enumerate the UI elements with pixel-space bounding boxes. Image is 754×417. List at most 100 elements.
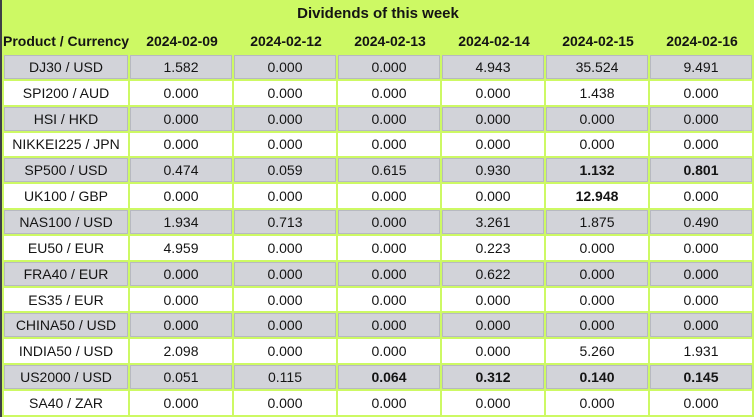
value-cell: 0.000: [650, 313, 754, 340]
value-cell: 1.875: [546, 210, 650, 236]
product-cell: SP500 / USD: [2, 158, 130, 185]
value-cell: 0.615: [338, 158, 442, 185]
value-cell: 5.260: [546, 339, 650, 366]
value-cell: 0.000: [650, 390, 754, 417]
product-cell: NAS100 / USD: [2, 210, 130, 236]
product-cell: CHINA50 / USD: [2, 313, 130, 340]
table-title-row: Dividends of this week: [2, 0, 754, 27]
value-cell: 1.934: [130, 210, 234, 236]
value-cell: 1.931: [650, 339, 754, 366]
value-cell: 0.000: [130, 390, 234, 417]
value-cell: 0.000: [130, 261, 234, 288]
value-cell: 0.051: [130, 365, 234, 391]
value-cell: 0.000: [650, 287, 754, 314]
value-cell: 0.474: [130, 158, 234, 185]
column-header-date: 2024-02-09: [130, 27, 234, 55]
value-cell: 0.000: [338, 287, 442, 314]
value-cell: 0.059: [234, 158, 338, 185]
column-header-product: Product / Currency: [2, 27, 130, 55]
value-cell: 0.000: [338, 313, 442, 340]
value-cell: 0.000: [338, 390, 442, 417]
value-cell: 9.491: [650, 55, 754, 81]
value-cell: 0.223: [442, 235, 546, 262]
value-cell: 0.000: [338, 132, 442, 159]
product-cell: NIKKEI225 / JPN: [2, 132, 130, 159]
value-cell: 0.000: [442, 132, 546, 159]
product-cell: US2000 / USD: [2, 365, 130, 391]
value-cell: 0.000: [650, 261, 754, 288]
table-body: DJ30 / USD 1.582 0.000 0.000 4.943 35.524 9.49…: [2, 55, 754, 417]
table-row: DJ30 / USD 1.582 0.000 0.000 4.943 35.524 9.49…: [2, 55, 754, 81]
table-row: HSI / HKD 0.000 0.000 0.000 0.000 0.000 0.000: [2, 106, 754, 133]
value-cell: 0.115: [234, 365, 338, 391]
value-cell: 0.000: [130, 313, 234, 340]
value-cell: 12.948: [546, 184, 650, 211]
value-cell: 0.145: [650, 365, 754, 391]
value-cell: 0.000: [442, 287, 546, 314]
value-cell: 0.000: [234, 132, 338, 159]
value-cell: 0.000: [130, 106, 234, 133]
table-row: INDIA50 / USD 2.098 0.000 0.000 0.000 5.260 1.…: [2, 339, 754, 366]
value-cell: 0.000: [442, 390, 546, 417]
table-row: US2000 / USD 0.051 0.115 0.064 0.312 0.140 0.1…: [2, 365, 754, 391]
value-cell: 0.000: [234, 261, 338, 288]
value-cell: 0.064: [338, 365, 442, 391]
value-cell: 0.000: [338, 184, 442, 211]
column-header-date: 2024-02-12: [234, 27, 338, 55]
value-cell: 0.000: [650, 132, 754, 159]
value-cell: 0.000: [338, 235, 442, 262]
value-cell: 0.000: [442, 80, 546, 107]
value-cell: 0.000: [234, 390, 338, 417]
value-cell: 0.000: [650, 80, 754, 107]
table-row: ES35 / EUR 0.000 0.000 0.000 0.000 0.000 0.000: [2, 287, 754, 314]
value-cell: 0.000: [234, 339, 338, 366]
value-cell: 0.000: [338, 106, 442, 133]
table-row: CHINA50 / USD 0.000 0.000 0.000 0.000 0.000 0.…: [2, 313, 754, 340]
value-cell: 0.312: [442, 365, 546, 391]
value-cell: 0.930: [442, 158, 546, 185]
value-cell: 0.000: [130, 132, 234, 159]
product-cell: INDIA50 / USD: [2, 339, 130, 366]
value-cell: 0.622: [442, 261, 546, 288]
value-cell: 0.140: [546, 365, 650, 391]
value-cell: 0.000: [546, 261, 650, 288]
product-cell: FRA40 / EUR: [2, 261, 130, 288]
value-cell: 0.000: [546, 313, 650, 340]
table-title: Dividends of this week: [2, 0, 754, 27]
value-cell: 0.000: [130, 80, 234, 107]
value-cell: 0.000: [234, 106, 338, 133]
value-cell: 0.801: [650, 158, 754, 185]
value-cell: 35.524: [546, 55, 650, 81]
value-cell: 0.000: [546, 106, 650, 133]
value-cell: 0.000: [442, 106, 546, 133]
value-cell: 0.000: [130, 184, 234, 211]
value-cell: 0.000: [442, 313, 546, 340]
product-cell: ES35 / EUR: [2, 287, 130, 314]
product-cell: HSI / HKD: [2, 106, 130, 133]
value-cell: 0.490: [650, 210, 754, 236]
column-header-date: 2024-02-14: [442, 27, 546, 55]
value-cell: 0.000: [234, 55, 338, 81]
value-cell: 0.000: [338, 55, 442, 81]
value-cell: 4.943: [442, 55, 546, 81]
product-cell: DJ30 / USD: [2, 55, 130, 81]
value-cell: 0.000: [650, 184, 754, 211]
value-cell: 1.438: [546, 80, 650, 107]
column-header-date: 2024-02-13: [338, 27, 442, 55]
product-cell: EU50 / EUR: [2, 235, 130, 262]
value-cell: 0.000: [234, 80, 338, 107]
value-cell: 0.000: [338, 210, 442, 236]
value-cell: 0.000: [546, 132, 650, 159]
value-cell: 0.000: [338, 80, 442, 107]
value-cell: 0.000: [650, 106, 754, 133]
value-cell: 0.000: [234, 313, 338, 340]
table-row: SP500 / USD 0.474 0.059 0.615 0.930 1.132 0.80…: [2, 158, 754, 185]
value-cell: 0.000: [234, 184, 338, 211]
table-row: NIKKEI225 / JPN 0.000 0.000 0.000 0.000 0.000…: [2, 132, 754, 159]
product-cell: SPI200 / AUD: [2, 80, 130, 107]
value-cell: 0.000: [338, 261, 442, 288]
value-cell: 0.000: [234, 235, 338, 262]
value-cell: 0.000: [338, 339, 442, 366]
column-header-date: 2024-02-15: [546, 27, 650, 55]
value-cell: 2.098: [130, 339, 234, 366]
